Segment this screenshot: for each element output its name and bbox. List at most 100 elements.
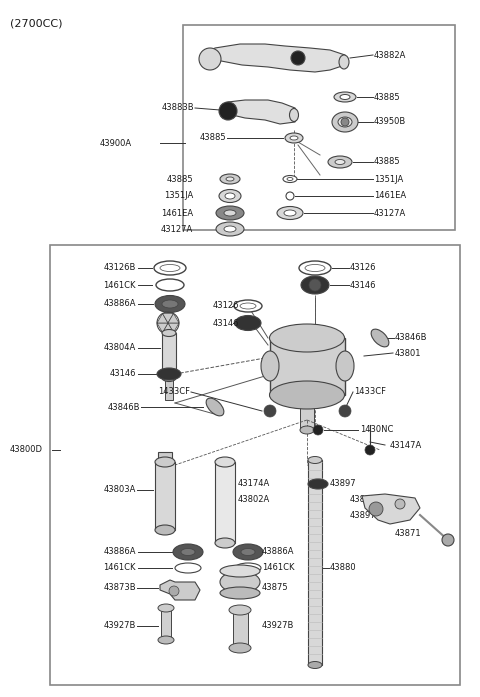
Ellipse shape	[284, 210, 296, 216]
Circle shape	[395, 499, 405, 509]
Text: 43886A: 43886A	[104, 548, 136, 556]
Ellipse shape	[162, 330, 176, 337]
Ellipse shape	[226, 177, 234, 181]
Bar	[183, 25, 455, 230]
Bar	[308, 460, 322, 665]
Ellipse shape	[290, 136, 298, 140]
Ellipse shape	[157, 368, 181, 380]
Circle shape	[291, 51, 305, 65]
Ellipse shape	[308, 479, 328, 489]
Ellipse shape	[155, 457, 175, 467]
Ellipse shape	[215, 538, 235, 548]
Text: 1433CF: 1433CF	[158, 388, 190, 397]
Text: 43127A: 43127A	[161, 224, 193, 233]
Ellipse shape	[277, 206, 303, 220]
Text: 43897: 43897	[330, 480, 357, 489]
Text: 43927B: 43927B	[104, 622, 136, 631]
Bar	[215, 462, 235, 543]
Ellipse shape	[206, 398, 224, 416]
Ellipse shape	[308, 457, 322, 464]
Text: 43882A: 43882A	[374, 50, 407, 59]
Ellipse shape	[233, 544, 263, 560]
Circle shape	[341, 118, 349, 126]
Text: 43872B: 43872B	[350, 496, 383, 505]
Ellipse shape	[332, 112, 358, 132]
Text: 43883B: 43883B	[161, 103, 194, 112]
Polygon shape	[205, 44, 345, 72]
Ellipse shape	[285, 133, 303, 143]
Circle shape	[365, 445, 375, 455]
Text: 43885: 43885	[374, 158, 401, 167]
Text: 43900A: 43900A	[100, 139, 132, 148]
Text: 43875: 43875	[262, 583, 288, 592]
Bar	[300, 395, 314, 430]
Text: 1433CF: 1433CF	[354, 388, 386, 397]
Ellipse shape	[241, 549, 255, 556]
Ellipse shape	[300, 426, 314, 434]
Ellipse shape	[229, 643, 251, 653]
Ellipse shape	[216, 206, 244, 220]
Ellipse shape	[301, 276, 329, 294]
Ellipse shape	[220, 587, 260, 599]
Ellipse shape	[154, 261, 186, 275]
Ellipse shape	[340, 95, 350, 100]
Text: 1351JA: 1351JA	[164, 192, 193, 201]
Ellipse shape	[215, 457, 235, 467]
Ellipse shape	[216, 222, 244, 236]
Ellipse shape	[287, 178, 293, 181]
Text: 43873B: 43873B	[103, 583, 136, 592]
Ellipse shape	[235, 563, 261, 573]
Text: 43846B: 43846B	[108, 402, 140, 411]
Bar	[155, 462, 175, 530]
Ellipse shape	[156, 279, 184, 291]
Ellipse shape	[299, 261, 331, 275]
Text: 43800D: 43800D	[10, 445, 43, 454]
Circle shape	[286, 192, 294, 200]
Ellipse shape	[235, 316, 261, 330]
Text: 1461EA: 1461EA	[374, 192, 406, 201]
Circle shape	[442, 534, 454, 546]
Text: 43927B: 43927B	[262, 622, 294, 631]
Ellipse shape	[224, 226, 236, 232]
Ellipse shape	[158, 636, 174, 644]
Text: 43885: 43885	[374, 93, 401, 102]
Ellipse shape	[155, 296, 185, 312]
Circle shape	[339, 405, 351, 417]
Text: 43126: 43126	[350, 263, 376, 273]
Ellipse shape	[220, 174, 240, 184]
Ellipse shape	[224, 210, 236, 216]
Ellipse shape	[158, 604, 174, 612]
Polygon shape	[222, 100, 298, 124]
Text: 43897A: 43897A	[350, 512, 383, 521]
Ellipse shape	[305, 264, 325, 272]
Text: 43803A: 43803A	[104, 486, 136, 494]
Text: (2700CC): (2700CC)	[10, 18, 62, 28]
Text: 43885: 43885	[199, 134, 226, 142]
Ellipse shape	[229, 605, 251, 615]
Ellipse shape	[234, 300, 262, 312]
Ellipse shape	[261, 351, 279, 381]
Text: 1430NC: 1430NC	[360, 425, 394, 434]
Ellipse shape	[283, 176, 297, 183]
Text: 43846B: 43846B	[395, 333, 428, 342]
Polygon shape	[168, 323, 179, 332]
Text: 43886A: 43886A	[104, 300, 136, 309]
Ellipse shape	[328, 156, 352, 168]
Ellipse shape	[240, 303, 256, 309]
Circle shape	[309, 279, 321, 291]
Ellipse shape	[338, 117, 352, 127]
Circle shape	[219, 102, 237, 120]
Text: 43126: 43126	[213, 302, 239, 310]
Text: 43885: 43885	[167, 174, 193, 183]
Ellipse shape	[220, 565, 260, 577]
Ellipse shape	[339, 55, 349, 69]
Circle shape	[169, 586, 179, 596]
Text: 43950B: 43950B	[374, 118, 406, 126]
Bar	[50, 245, 460, 685]
Ellipse shape	[308, 661, 322, 668]
Text: 43802A: 43802A	[238, 496, 270, 505]
Ellipse shape	[155, 525, 175, 535]
Circle shape	[369, 502, 383, 516]
Text: 1351JA: 1351JA	[374, 174, 403, 183]
Polygon shape	[160, 580, 200, 600]
